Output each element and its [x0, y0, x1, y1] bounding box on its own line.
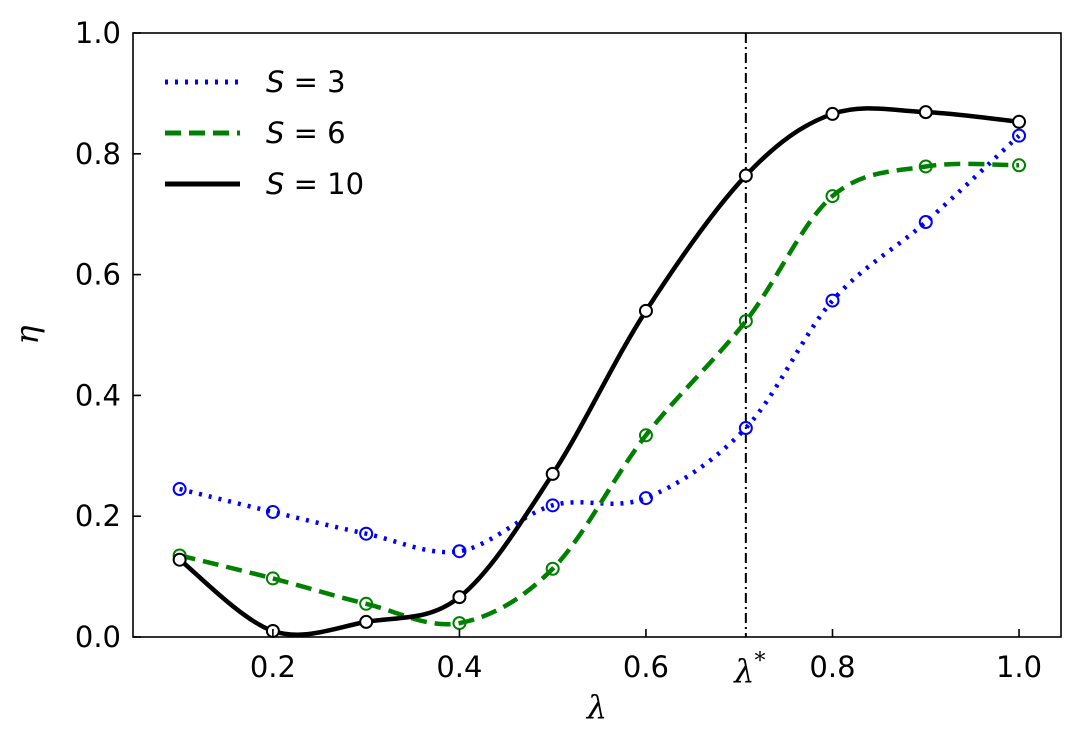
data-point-marker [265, 571, 280, 586]
data-point-marker [738, 421, 753, 436]
x-tick-label: 0.2 [250, 650, 296, 684]
data-point-marker [452, 590, 467, 605]
y-axis-ticks: 0.0 0.2 0.4 0.6 0.8 1.0 [75, 16, 141, 654]
legend-label: S = 10 [266, 167, 364, 201]
data-point-marker [825, 106, 840, 121]
x-tick-label: 0.4 [436, 650, 482, 684]
x-axis-ticks: 0.2 0.4 0.6 0.8 1.0 [250, 629, 1042, 684]
data-point-marker [545, 561, 560, 576]
legend: S = 3 S = 6 S = 10 [165, 65, 364, 201]
data-point-marker [638, 491, 653, 506]
x-tick-label: 0.6 [623, 650, 669, 684]
y-tick-label: 0.8 [75, 137, 121, 171]
data-point-marker [918, 105, 933, 120]
data-point-marker [1012, 114, 1027, 129]
data-point-marker [738, 168, 753, 183]
data-point-marker [359, 596, 374, 611]
data-point-marker [265, 504, 280, 519]
x-tick-label: 1.0 [996, 650, 1042, 684]
y-axis-label: η [8, 325, 46, 344]
data-point-marker [918, 215, 933, 230]
legend-label: S = 6 [266, 116, 346, 150]
data-point-marker [825, 189, 840, 204]
data-point-marker [1012, 158, 1027, 173]
data-point-marker [918, 159, 933, 174]
plot-frame [132, 32, 1062, 638]
series-line-3 [178, 106, 1020, 637]
critical-lambda-label: λ* [732, 649, 765, 690]
x-axis-label: λ [585, 688, 607, 726]
data-point-marker [1012, 128, 1027, 143]
data-point-marker [545, 466, 560, 481]
y-tick-label: 0.4 [75, 378, 121, 412]
legend-label: S = 3 [266, 65, 346, 99]
data-point-marker [359, 526, 374, 541]
y-tick-label: 0.0 [75, 620, 121, 654]
y-tick-label: 1.0 [75, 16, 121, 50]
data-point-marker [172, 552, 187, 567]
series-line-1 [179, 134, 1021, 555]
series-group [172, 105, 1027, 638]
y-tick-label: 0.2 [75, 499, 121, 533]
series-line-2 [179, 161, 1020, 627]
data-point-marker [638, 303, 653, 318]
data-point-marker [825, 293, 840, 308]
data-point-marker [638, 428, 653, 443]
data-point-marker [452, 544, 467, 559]
data-point-marker [359, 614, 374, 629]
y-tick-label: 0.6 [75, 258, 121, 292]
data-point-marker [738, 314, 753, 329]
data-point-marker [172, 482, 187, 497]
x-tick-label: 0.8 [809, 650, 855, 684]
data-point-marker [545, 498, 560, 513]
